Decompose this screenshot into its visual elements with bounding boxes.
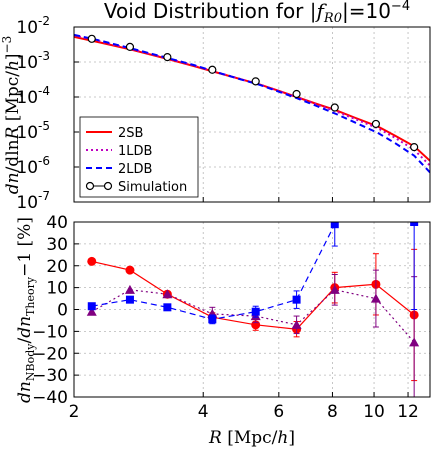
simulation-point: [87, 34, 96, 43]
simulation-point: [125, 42, 135, 52]
point-1ldb: [329, 284, 340, 294]
bottom-y-tick-label: 0: [57, 301, 68, 321]
point-2sb: [87, 256, 97, 266]
top-panel: Void Distribution for |fR0|=10−4 10-710-…: [0, 0, 431, 213]
legend-item-2sb: 2SB: [86, 126, 143, 141]
bottom-markers: [86, 89, 420, 397]
point-1ldb: [409, 337, 420, 347]
top-y-tick-label: 10-2: [16, 14, 50, 38]
chart-title: Void Distribution for |fR0|=10−4: [104, 0, 410, 26]
top-y-tick-label: 10-3: [16, 49, 50, 73]
x-axis-label: R [Mpc/h]: [208, 428, 295, 448]
simulation-point: [251, 77, 260, 86]
simulation-point: [292, 89, 301, 99]
x-tick-label: 6: [273, 402, 284, 422]
x-tick-label: 4: [198, 402, 209, 422]
legend-item-2ldb: 2LDB: [86, 162, 152, 177]
top-y-tick-label: 10-4: [16, 84, 50, 108]
point-2ldb: [330, 222, 339, 229]
bottom-line-2ldb: [91, 222, 415, 320]
top-y-tick-label: 10-6: [16, 154, 50, 178]
x-tick-label: 2: [69, 402, 80, 422]
legend-label-2ldb: 2LDB: [118, 162, 152, 177]
point-1ldb: [162, 289, 173, 299]
legend-swatch-simulation-marker-left: [85, 181, 95, 191]
top-plot-frame: [73, 26, 431, 203]
legend-item-1ldb: 1LDB: [86, 144, 152, 159]
legend-label-simulation: Simulation: [118, 180, 187, 195]
legend-label-1ldb: 1LDB: [118, 144, 152, 159]
top-series: [74, 33, 430, 174]
x-tick-label: 10: [363, 402, 385, 422]
bottom-y-tick-label: −20: [32, 344, 68, 364]
title-math: |f: [310, 0, 328, 24]
simulation-point: [330, 103, 339, 112]
top-y-tick-label: 10-7: [16, 189, 50, 213]
bottom-y-tick-label: 30: [46, 235, 68, 255]
title-main: Void Distribution for: [104, 0, 310, 23]
point-2sb: [125, 265, 135, 275]
top-y-tick-label: 10-5: [16, 119, 50, 143]
simulation-point: [371, 119, 381, 129]
bottom-line-1ldb: [91, 289, 415, 343]
top-line-2ldb: [74, 33, 430, 174]
point-2ldb: [208, 315, 217, 324]
legend-box: [79, 116, 199, 198]
bottom-y-tick-label: −40: [32, 388, 68, 408]
legend: 2SB 1LDB 2LDB Simulation: [79, 116, 199, 198]
point-1ldb: [124, 284, 135, 294]
bottom-y-axis-label: dnNBody/dnTheory−1 [%]: [15, 217, 37, 403]
point-2ldb: [87, 302, 96, 311]
simulation-point: [208, 65, 217, 74]
simulation-point: [410, 143, 419, 152]
point-2ldb: [410, 222, 419, 226]
point-2ldb: [125, 295, 134, 304]
simulation-point: [163, 53, 172, 62]
bottom-y-tick-label: 10: [46, 279, 68, 299]
point-2ldb: [292, 295, 301, 304]
x-tick-labels: 2 4 6 8 10 12: [69, 197, 419, 422]
bottom-y-tick-label: 20: [46, 257, 68, 277]
top-simulation-markers: [87, 34, 419, 152]
title-eq: |=10: [342, 0, 391, 23]
x-tick-label: 12: [397, 402, 419, 422]
legend-item-simulation: Simulation: [85, 180, 187, 195]
top-y-axis-label: dn/dlnR [Mpc/h]−3: [0, 36, 23, 195]
legend-label-2sb: 2SB: [118, 126, 143, 141]
point-2ldb: [372, 89, 380, 97]
point-1ldb: [291, 319, 302, 329]
title-sub: R0: [323, 11, 342, 26]
bottom-y-tick-label: −10: [32, 322, 68, 342]
point-2ldb: [163, 303, 172, 312]
legend-swatch-simulation-marker-right: [103, 181, 113, 191]
point-2ldb: [251, 307, 260, 316]
x-tick-label: 8: [327, 402, 338, 422]
bottom-y-tick-label: 40: [46, 213, 68, 233]
title-sup: −4: [391, 0, 410, 14]
point-1ldb: [86, 306, 97, 316]
bottom-y-tick-label: −30: [32, 366, 68, 386]
top-y-tick-labels: 10-7 10-6 10-5 10-4 10-3 10-2: [16, 14, 79, 213]
point-1ldb: [370, 293, 381, 303]
